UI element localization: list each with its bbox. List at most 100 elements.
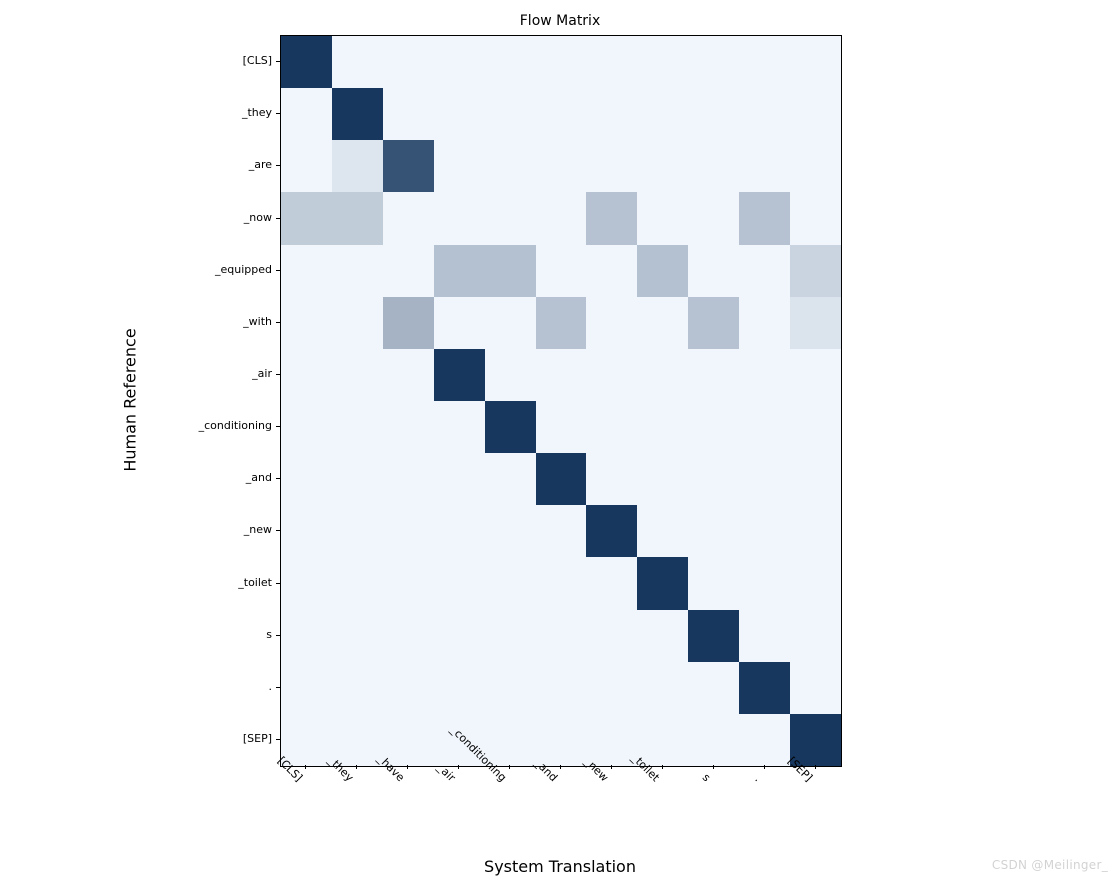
heatmap-cell [688, 610, 739, 662]
heatmap-cell [536, 557, 587, 609]
heatmap-cell [281, 505, 332, 557]
flow-matrix-chart: Flow Matrix [280, 35, 840, 765]
heatmap-cell [536, 505, 587, 557]
heatmap-cell [586, 140, 637, 192]
heatmap-cell [485, 505, 536, 557]
heatmap-cell [586, 245, 637, 297]
heatmap-cell [332, 88, 383, 140]
heatmap-cell [790, 557, 841, 609]
heatmap-cell [688, 349, 739, 401]
heatmap-cell [637, 245, 688, 297]
heatmap-cell [688, 453, 739, 505]
y-tick-mark [276, 687, 280, 688]
y-tick-mark [276, 374, 280, 375]
heatmap-cell [790, 88, 841, 140]
x-tick-mark [509, 765, 510, 769]
heatmap-cell [332, 610, 383, 662]
heatmap-cell [332, 245, 383, 297]
heatmap-cell [281, 557, 332, 609]
heatmap-cell [332, 401, 383, 453]
heatmap-cell [332, 36, 383, 88]
heatmap-cell [485, 36, 536, 88]
heatmap-cell [637, 297, 688, 349]
y-tick-mark [276, 218, 280, 219]
heatmap-cell [637, 557, 688, 609]
y-tick-mark [276, 165, 280, 166]
heatmap-cell [383, 401, 434, 453]
heatmap-cell [536, 610, 587, 662]
heatmap-cell [383, 297, 434, 349]
heatmap-cell [434, 662, 485, 714]
heatmap-cell [688, 505, 739, 557]
x-tick-mark [356, 765, 357, 769]
heatmap-cell [281, 297, 332, 349]
heatmap-cell [383, 192, 434, 244]
heatmap-cell [383, 557, 434, 609]
heatmap-cell [383, 610, 434, 662]
heatmap-cell [536, 245, 587, 297]
heatmap-cell [281, 245, 332, 297]
heatmap-cell [281, 36, 332, 88]
x-tick-mark [713, 765, 714, 769]
heatmap-cell [434, 453, 485, 505]
heatmap-cell [536, 349, 587, 401]
x-tick-mark [407, 765, 408, 769]
heatmap-cell [383, 245, 434, 297]
y-tick-label: s [266, 628, 272, 641]
heatmap-cell [637, 505, 688, 557]
heatmap-cell [434, 401, 485, 453]
heatmap-cell [586, 401, 637, 453]
heatmap-cell [739, 88, 790, 140]
heatmap-cell [688, 245, 739, 297]
y-tick-mark [276, 478, 280, 479]
heatmap-cell [332, 662, 383, 714]
heatmap-cell [485, 453, 536, 505]
x-tick-mark [458, 765, 459, 769]
heatmap-cell [688, 401, 739, 453]
heatmap-cell [790, 610, 841, 662]
heatmap-cell [383, 88, 434, 140]
heatmap-cell [536, 192, 587, 244]
heatmap-grid [280, 35, 842, 767]
heatmap-cell [434, 505, 485, 557]
y-tick-mark [276, 635, 280, 636]
heatmap-cell [281, 401, 332, 453]
heatmap-cell [434, 245, 485, 297]
heatmap-cell [739, 401, 790, 453]
heatmap-cell [485, 610, 536, 662]
heatmap-cell [332, 453, 383, 505]
y-tick-label: _new [244, 523, 272, 536]
heatmap-cell [383, 140, 434, 192]
heatmap-cell [790, 245, 841, 297]
heatmap-cell [739, 297, 790, 349]
heatmap-cell [637, 192, 688, 244]
y-tick-label: _now [244, 211, 272, 224]
heatmap-cell [281, 662, 332, 714]
y-tick-mark [276, 113, 280, 114]
heatmap-cell [485, 297, 536, 349]
heatmap-cell [739, 557, 790, 609]
x-tick-mark [560, 765, 561, 769]
heatmap-cell [383, 505, 434, 557]
y-tick-mark [276, 530, 280, 531]
y-tick-label: _with [243, 315, 272, 328]
y-axis-label: Human Reference [121, 328, 140, 471]
y-tick-label: _and [246, 471, 272, 484]
heatmap-cell [485, 557, 536, 609]
heatmap-cell [536, 401, 587, 453]
heatmap-cell [790, 453, 841, 505]
heatmap-cell [434, 297, 485, 349]
heatmap-cell [485, 401, 536, 453]
heatmap-cell [281, 140, 332, 192]
heatmap-cell [637, 610, 688, 662]
heatmap-cell [739, 610, 790, 662]
heatmap-cell [688, 192, 739, 244]
y-tick-mark [276, 583, 280, 584]
heatmap-cell [485, 192, 536, 244]
heatmap-cell [637, 401, 688, 453]
heatmap-cell [637, 453, 688, 505]
heatmap-cell [739, 140, 790, 192]
heatmap-cell [637, 88, 688, 140]
x-tick-mark [815, 765, 816, 769]
heatmap-cell [637, 140, 688, 192]
